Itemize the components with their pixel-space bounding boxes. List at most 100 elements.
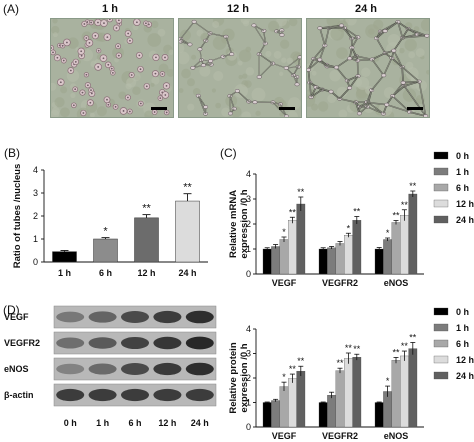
- y-axis-label: Relative mRNA expression /0 h: [228, 189, 250, 258]
- tube-highlight: [341, 25, 352, 39]
- panel-letter-c: (C): [220, 146, 237, 160]
- tube-highlight: [344, 27, 358, 38]
- tube-highlight: [319, 45, 326, 60]
- y-tick-label: 3: [33, 188, 38, 198]
- x-tick-label: 12 h: [137, 268, 155, 278]
- cell-nucleus: [83, 23, 86, 25]
- micrograph-texture: [51, 109, 60, 117]
- cell-cluster: [328, 89, 334, 94]
- bar: [327, 247, 336, 275]
- cell-nucleus: [90, 92, 93, 95]
- cell-nucleus: [90, 89, 92, 92]
- bar: [391, 360, 401, 428]
- cell-nucleus: [82, 112, 85, 114]
- blot-band: [56, 311, 85, 323]
- micrograph-texture: [60, 86, 68, 94]
- micrograph-texture: [329, 69, 341, 82]
- y-tick-label: 1: [33, 234, 38, 244]
- y-tick-label: 4: [246, 324, 251, 334]
- tube-highlight: [308, 58, 314, 70]
- legend-swatch: [433, 307, 449, 316]
- micrograph-texture: [273, 51, 282, 59]
- micrograph-texture: [238, 49, 252, 63]
- cell-nucleus: [145, 85, 148, 88]
- panel-letter-d: (D): [3, 303, 20, 317]
- tube-highlight: [237, 90, 249, 102]
- bar: [327, 395, 336, 428]
- significance-marker: *: [282, 372, 286, 382]
- micrograph-texture: [114, 57, 119, 63]
- cell-nucleus: [80, 50, 83, 53]
- cell-nucleus: [161, 73, 164, 75]
- micrograph-texture: [186, 78, 195, 87]
- micrograph-24h-image: [307, 19, 429, 117]
- micrograph-texture: [279, 71, 284, 76]
- tube-highlight: [315, 87, 332, 92]
- micrograph-texture: [413, 98, 421, 106]
- blot-band: [153, 388, 182, 402]
- cell-nucleus: [164, 94, 167, 96]
- tube-highlight: [194, 21, 211, 34]
- bar: [335, 243, 345, 275]
- blot-band: [121, 336, 149, 350]
- micrograph-texture: [221, 107, 231, 117]
- micrograph-texture: [245, 67, 255, 76]
- bar: [408, 348, 418, 428]
- y-tick-label: 2: [246, 373, 251, 383]
- significance-marker: **: [142, 203, 151, 215]
- micrograph-texture: [336, 47, 348, 60]
- chart-b: 0 1 2 3 4 Ratio of tubes /nucleus 1 h * 6 h ** 12 …: [12, 164, 208, 278]
- micrograph-texture: [281, 57, 287, 63]
- legend-label: 0 h: [456, 151, 469, 161]
- cell-cluster: [252, 100, 258, 105]
- cell-nucleus: [117, 54, 120, 57]
- cell-nucleus: [89, 101, 92, 104]
- blot-band: [88, 388, 117, 402]
- micrograph-texture: [52, 32, 58, 38]
- tube-highlight: [198, 95, 206, 114]
- blot-band: [185, 362, 214, 376]
- cell-nucleus: [164, 56, 166, 59]
- cell-nucleus: [69, 69, 72, 72]
- cell-nucleus: [138, 54, 141, 57]
- micrograph-texture: [191, 54, 197, 60]
- y-axis-label-line2: expression /0 h: [239, 343, 250, 412]
- cell-nucleus: [106, 98, 108, 101]
- micrograph-texture: [240, 19, 250, 25]
- cell-nucleus: [127, 96, 129, 99]
- micrograph-1h-image: [51, 19, 173, 117]
- legend-swatch: [433, 371, 449, 380]
- cell-cluster: [382, 29, 388, 33]
- cell-nucleus: [107, 103, 110, 106]
- tube-highlight: [376, 38, 386, 54]
- micrograph-texture: [290, 51, 301, 63]
- tube-highlight: [401, 67, 404, 83]
- cell-cluster: [294, 82, 300, 87]
- cell-nucleus: [165, 84, 168, 87]
- cell-nucleus: [110, 67, 113, 70]
- cell-cluster: [256, 75, 262, 79]
- micrograph-texture: [147, 33, 162, 47]
- cell-nucleus: [80, 54, 83, 57]
- bar: [374, 402, 384, 428]
- bar: [262, 248, 272, 275]
- tube-highlight: [198, 95, 206, 108]
- micrograph-texture: [286, 57, 294, 65]
- cell-cluster: [234, 89, 240, 93]
- tube-highlight: [392, 95, 410, 113]
- micrograph-label-1h: 1 h: [102, 3, 118, 15]
- blot-band: [88, 311, 117, 323]
- tube-highlight: [319, 28, 326, 46]
- micrograph-texture: [244, 80, 252, 88]
- significance-marker: **: [401, 341, 409, 351]
- tube-highlight: [356, 55, 373, 60]
- bar: [279, 386, 289, 428]
- scale-bar: [279, 107, 295, 110]
- cell-nucleus: [66, 41, 68, 44]
- tube-highlight: [313, 45, 326, 60]
- cell-nucleus: [117, 19, 120, 22]
- cell-nucleus: [90, 21, 93, 24]
- micrograph-texture: [237, 60, 243, 66]
- micrograph-texture: [67, 37, 79, 49]
